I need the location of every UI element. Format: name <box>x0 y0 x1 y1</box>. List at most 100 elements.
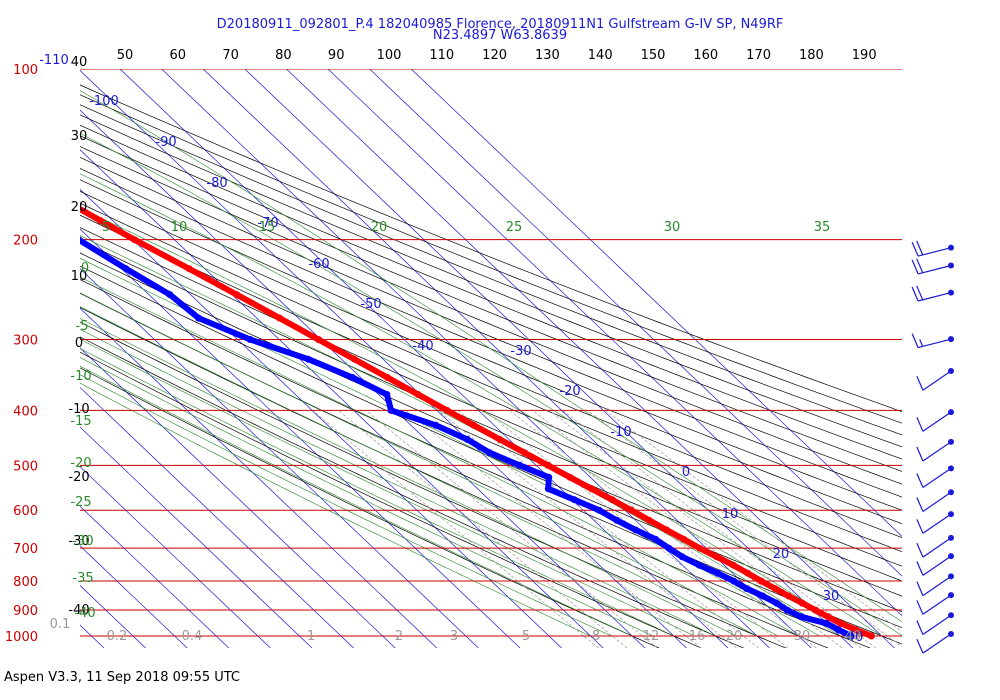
temperature-profile-point <box>351 355 358 363</box>
mixing-ratio-line <box>405 410 702 648</box>
isotherm-tick-label: -30 <box>510 344 531 359</box>
chart-location: N23.4897 W63.8639 <box>432 28 568 43</box>
temperature-profile-point <box>414 391 422 398</box>
pressure-tick-label: 600 <box>13 504 38 519</box>
dewpoint-profile-point <box>516 461 523 469</box>
dewpoint-profile-point <box>348 374 356 381</box>
isotherm-tick-label: 0 <box>682 465 690 480</box>
dewpoint-profile-point <box>195 314 203 322</box>
moist-adiabat-line <box>80 374 612 637</box>
left-scale-tick-label: 0 <box>75 336 83 351</box>
isotherm-tick-label: 10 <box>722 507 739 522</box>
temperature-profile-point <box>470 421 478 429</box>
dry-adiabat-line <box>80 190 902 538</box>
dry-adiabat-line <box>80 94 902 424</box>
top-scale-tick-label: 130 <box>535 48 560 63</box>
temperature-profile-point <box>771 585 779 593</box>
dewpoint-profile-point <box>651 535 659 543</box>
mixing-ratio-line <box>457 410 759 648</box>
dewpoint-profile-line <box>80 236 854 639</box>
isotherm-line <box>80 426 313 648</box>
dry-adiabat-line <box>80 114 902 448</box>
wind-barb <box>911 258 954 275</box>
mixing-ratio-label: 3 <box>450 629 458 644</box>
isotherm-tick-label: -40 <box>412 339 433 354</box>
temperature-profile-point <box>798 599 806 607</box>
wind-barb-staff <box>922 555 952 576</box>
isotherm-line <box>285 69 895 648</box>
mixing-ratio-line <box>437 410 737 648</box>
moist-adiabat-label: -10 <box>70 369 91 384</box>
isotherm-tick-label: -70 <box>257 216 278 231</box>
dewpoint-profile-point <box>383 391 391 398</box>
dry-adiabat-line <box>80 292 871 648</box>
temperature-profile-point <box>276 314 284 322</box>
temperature-profile-point <box>233 291 241 299</box>
temperature-profile-point <box>824 613 832 621</box>
mixing-ratio-line <box>549 410 862 648</box>
dry-adiabat-line <box>80 321 786 648</box>
mixing-ratio-line <box>365 410 658 648</box>
left-scale-tick-label: -30 <box>68 534 89 549</box>
wind-barb-flag <box>916 446 924 462</box>
mixing-ratio-label: 5 <box>522 629 530 644</box>
moist-adiabat-label: -15 <box>70 414 91 429</box>
dry-adiabat-line <box>80 265 902 628</box>
moist-adiabat-label: 15 <box>259 220 276 235</box>
wind-barb <box>916 511 954 534</box>
isotherm-tick-label: 30 <box>823 589 840 604</box>
temperature-profile-point <box>713 553 721 561</box>
isotherm-tick-label: -50 <box>360 297 381 312</box>
moist-adiabat-label: 0 <box>81 261 89 276</box>
dewpoint-profile-point <box>544 485 552 493</box>
moist-adiabat-line <box>80 292 778 637</box>
dewpoint-profile-point <box>743 585 751 593</box>
pressure-tick-label: 500 <box>13 459 38 474</box>
left-scale-tick-label: 10 <box>71 269 88 284</box>
isotherm-line <box>327 69 902 617</box>
dry-adiabat-line <box>80 84 902 413</box>
wind-barb-staff <box>922 467 952 488</box>
dry-adiabat-line <box>80 135 902 472</box>
dewpoint-profile-point <box>678 553 686 561</box>
wind-barb <box>916 489 954 512</box>
mixing-ratio-line <box>338 410 628 648</box>
wind-barb-flag <box>916 473 924 488</box>
pressure-tick-label: 400 <box>13 404 38 419</box>
moist-adiabat-line <box>80 276 799 637</box>
moist-adiabat-label: -30 <box>72 534 93 549</box>
wind-barb-flag <box>916 417 924 432</box>
dry-adiabat-line <box>80 239 902 597</box>
dry-adiabat-line <box>80 351 702 648</box>
temperature-profile-point <box>521 449 529 457</box>
dewpoint-profile-point <box>773 599 781 607</box>
dry-adiabat-line <box>80 168 902 511</box>
wind-barb <box>916 612 954 635</box>
temperature-profile-point <box>729 561 737 569</box>
wind-barb <box>911 240 954 257</box>
mixing-ratio-line <box>312 410 599 648</box>
temperature-profile-point <box>785 592 793 600</box>
moist-adiabat-label: 30 <box>664 220 681 235</box>
isotherm-line <box>244 69 854 648</box>
top-scale-tick-label: 100 <box>377 48 402 63</box>
wind-barb <box>916 630 954 654</box>
wind-barb-staff <box>922 575 952 597</box>
temperature-profile-point <box>443 406 451 414</box>
moist-adiabat-line <box>80 382 591 637</box>
pressure-tick-label: 800 <box>13 575 38 590</box>
wind-barb-staff <box>922 594 952 615</box>
moist-adiabat-label: -25 <box>70 495 91 510</box>
dewpoint-profile-point <box>80 236 83 243</box>
plot-area <box>80 69 902 648</box>
dry-adiabat-line <box>80 146 902 485</box>
left-scale-tick-label: -40 <box>68 603 89 618</box>
wind-barb-flag <box>916 542 924 558</box>
temperature-profile-point <box>185 265 193 273</box>
temperature-profile-point <box>696 544 704 552</box>
top-scale-tick-label: 160 <box>693 48 718 63</box>
pressure-tick-label: 700 <box>13 542 38 557</box>
top-scale-tick-label: 90 <box>328 48 345 63</box>
top-scale-tick-label: 60 <box>170 48 187 63</box>
isotherm-line <box>80 70 687 648</box>
